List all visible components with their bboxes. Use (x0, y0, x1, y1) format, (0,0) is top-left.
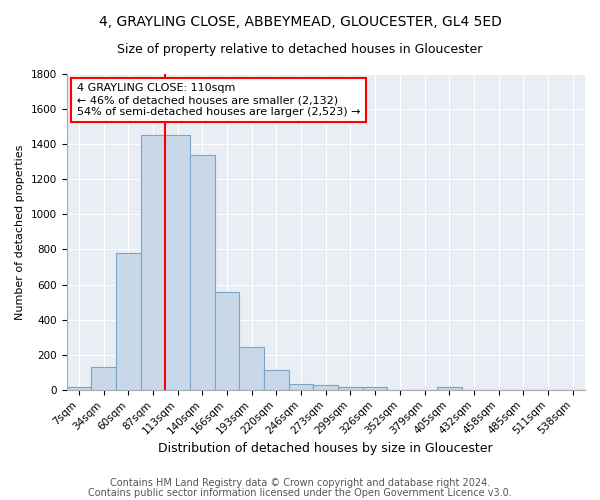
Bar (264, 370, 289, 390)
Bar (239, 347, 264, 390)
Text: Contains public sector information licensed under the Open Government Licence v3: Contains public sector information licen… (88, 488, 512, 498)
X-axis label: Distribution of detached houses by size in Gloucester: Distribution of detached houses by size … (158, 442, 493, 455)
Bar (289, 384, 313, 390)
Bar (215, 292, 239, 390)
Text: 4, GRAYLING CLOSE, ABBEYMEAD, GLOUCESTER, GL4 5ED: 4, GRAYLING CLOSE, ABBEYMEAD, GLOUCESTER… (98, 15, 502, 29)
Bar (313, 384, 338, 390)
Bar (91, 367, 116, 390)
Bar (190, 154, 215, 390)
Bar (363, 387, 388, 390)
Bar (338, 387, 363, 390)
Text: Size of property relative to detached houses in Gloucester: Size of property relative to detached ho… (118, 42, 482, 56)
Bar (67, 387, 91, 390)
Bar (437, 386, 461, 390)
Bar (116, 253, 140, 390)
Bar (165, 136, 190, 390)
Text: Contains HM Land Registry data © Crown copyright and database right 2024.: Contains HM Land Registry data © Crown c… (110, 478, 490, 488)
Bar (140, 136, 165, 390)
Y-axis label: Number of detached properties: Number of detached properties (15, 144, 25, 320)
Text: 4 GRAYLING CLOSE: 110sqm
← 46% of detached houses are smaller (2,132)
54% of sem: 4 GRAYLING CLOSE: 110sqm ← 46% of detach… (77, 84, 361, 116)
